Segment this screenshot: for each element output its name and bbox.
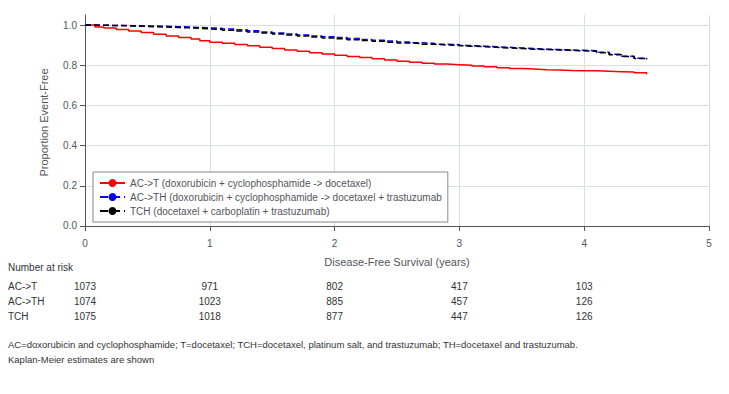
svg-text:Proportion Event-Free: Proportion Event-Free — [38, 68, 50, 176]
svg-text:885: 885 — [326, 296, 343, 307]
svg-text:457: 457 — [451, 296, 468, 307]
svg-text:AC->T: AC->T — [8, 281, 37, 292]
svg-text:AC->TH (doxorubicin + cyclopho: AC->TH (doxorubicin + cyclophosphamide -… — [130, 192, 442, 203]
svg-text:802: 802 — [326, 281, 343, 292]
svg-text:0.6: 0.6 — [63, 100, 77, 111]
svg-text:TCH: TCH — [8, 311, 29, 322]
svg-text:0: 0 — [82, 238, 88, 249]
svg-text:3: 3 — [457, 238, 463, 249]
svg-text:1074: 1074 — [74, 296, 97, 307]
svg-text:447: 447 — [451, 311, 468, 322]
svg-text:AC->T (doxorubicin + cyclophos: AC->T (doxorubicin + cyclophosphamide ->… — [130, 178, 371, 189]
svg-text:5: 5 — [706, 238, 712, 249]
svg-text:126: 126 — [576, 311, 593, 322]
svg-text:AC=doxorubicin and cyclophosph: AC=doxorubicin and cyclophosphamide; T=d… — [8, 339, 578, 350]
svg-text:0.2: 0.2 — [63, 180, 77, 191]
svg-text:126: 126 — [576, 296, 593, 307]
svg-text:Disease-Free Survival (years): Disease-Free Survival (years) — [324, 256, 469, 268]
svg-text:1023: 1023 — [199, 296, 222, 307]
svg-text:1073: 1073 — [74, 281, 97, 292]
svg-text:TCH (docetaxel + carboplatin +: TCH (docetaxel + carboplatin + trastuzum… — [130, 206, 330, 217]
svg-text:877: 877 — [326, 311, 343, 322]
svg-text:AC->TH: AC->TH — [8, 296, 44, 307]
svg-text:103: 103 — [576, 281, 593, 292]
svg-text:2: 2 — [332, 238, 338, 249]
svg-text:Number at risk: Number at risk — [8, 262, 74, 273]
svg-text:0.0: 0.0 — [63, 220, 77, 231]
svg-text:1: 1 — [207, 238, 213, 249]
svg-text:0.4: 0.4 — [63, 140, 77, 151]
svg-text:417: 417 — [451, 281, 468, 292]
svg-text:1.0: 1.0 — [63, 20, 77, 31]
svg-text:1075: 1075 — [74, 311, 97, 322]
svg-text:Kaplan-Meier estimates are sho: Kaplan-Meier estimates are shown — [8, 354, 154, 365]
svg-text:0.8: 0.8 — [63, 60, 77, 71]
svg-text:4: 4 — [581, 238, 587, 249]
svg-text:971: 971 — [201, 281, 218, 292]
svg-text:1018: 1018 — [199, 311, 222, 322]
